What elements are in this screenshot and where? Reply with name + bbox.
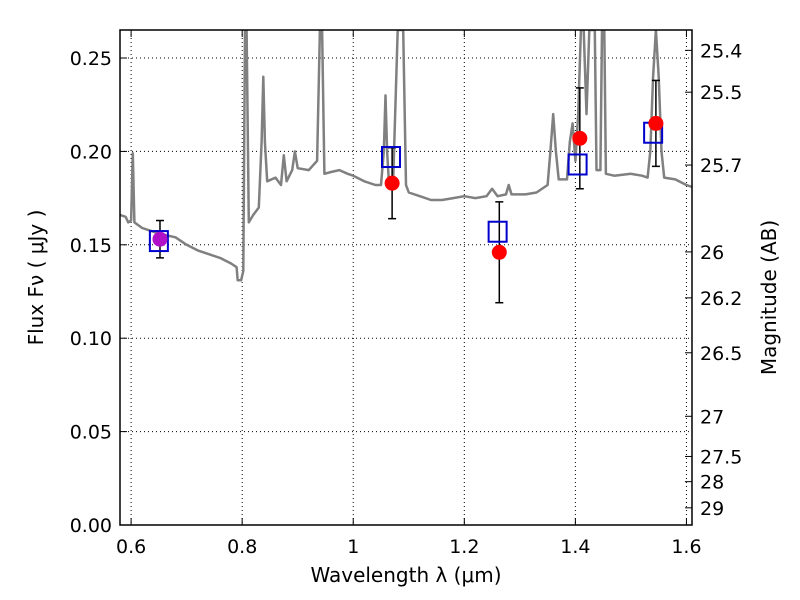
y-tick-label: 0.20	[70, 141, 112, 163]
magnitude-tick-label: 26	[700, 242, 724, 264]
observed-point	[572, 130, 588, 146]
model-point	[381, 146, 402, 169]
x-axis-label: Wavelength λ (μm)	[310, 563, 501, 587]
model-point	[487, 220, 508, 243]
plot-frame	[119, 29, 693, 526]
magnitude-tick-label: 25.5	[700, 82, 742, 104]
magnitude-tick-label: 29	[700, 498, 724, 520]
magnitude-tick-label: 28	[700, 472, 724, 494]
y-tick-label: 0.00	[70, 515, 112, 537]
observed-point	[152, 231, 168, 247]
y-tick-label: 0.15	[70, 235, 112, 257]
model-point	[567, 153, 588, 176]
observed-point	[648, 115, 664, 131]
observed-point	[384, 175, 400, 191]
x-tick-label: 1.6	[671, 536, 701, 558]
observed-point	[491, 244, 507, 260]
axis-ticks: 0.6 0.8 1 1.2 1.4 1.6 0.00 0.05 0.10 0.15 0.20 0.25…	[70, 30, 742, 558]
y-tick-label: 0.10	[70, 328, 112, 350]
y-tick-label: 0.05	[70, 422, 112, 444]
magnitude-tick-label: 25.7	[700, 155, 742, 177]
x-tick-label: 1	[347, 536, 359, 558]
magnitude-tick-label: 26.2	[700, 288, 742, 310]
x-tick-label: 1.4	[560, 536, 590, 558]
plot-series	[120, 30, 692, 304]
spectrum-line	[120, 30, 692, 282]
y-tick-label: 0.25	[70, 48, 112, 70]
x-tick-label: 1.2	[449, 536, 479, 558]
model-point	[148, 230, 169, 253]
x-tick-label: 0.8	[227, 536, 257, 558]
magnitude-tick-label: 27.5	[700, 446, 742, 468]
x-tick-label: 0.6	[116, 536, 146, 558]
magnitude-tick-label: 27	[700, 406, 724, 428]
magnitude-tick-label: 26.5	[700, 343, 742, 365]
magnitude-axis-label: Magnitude (AB)	[757, 220, 781, 375]
magnitude-tick-label: 25.4	[700, 40, 742, 62]
y-axis-label: Flux Fν ( μJy )	[24, 210, 48, 346]
